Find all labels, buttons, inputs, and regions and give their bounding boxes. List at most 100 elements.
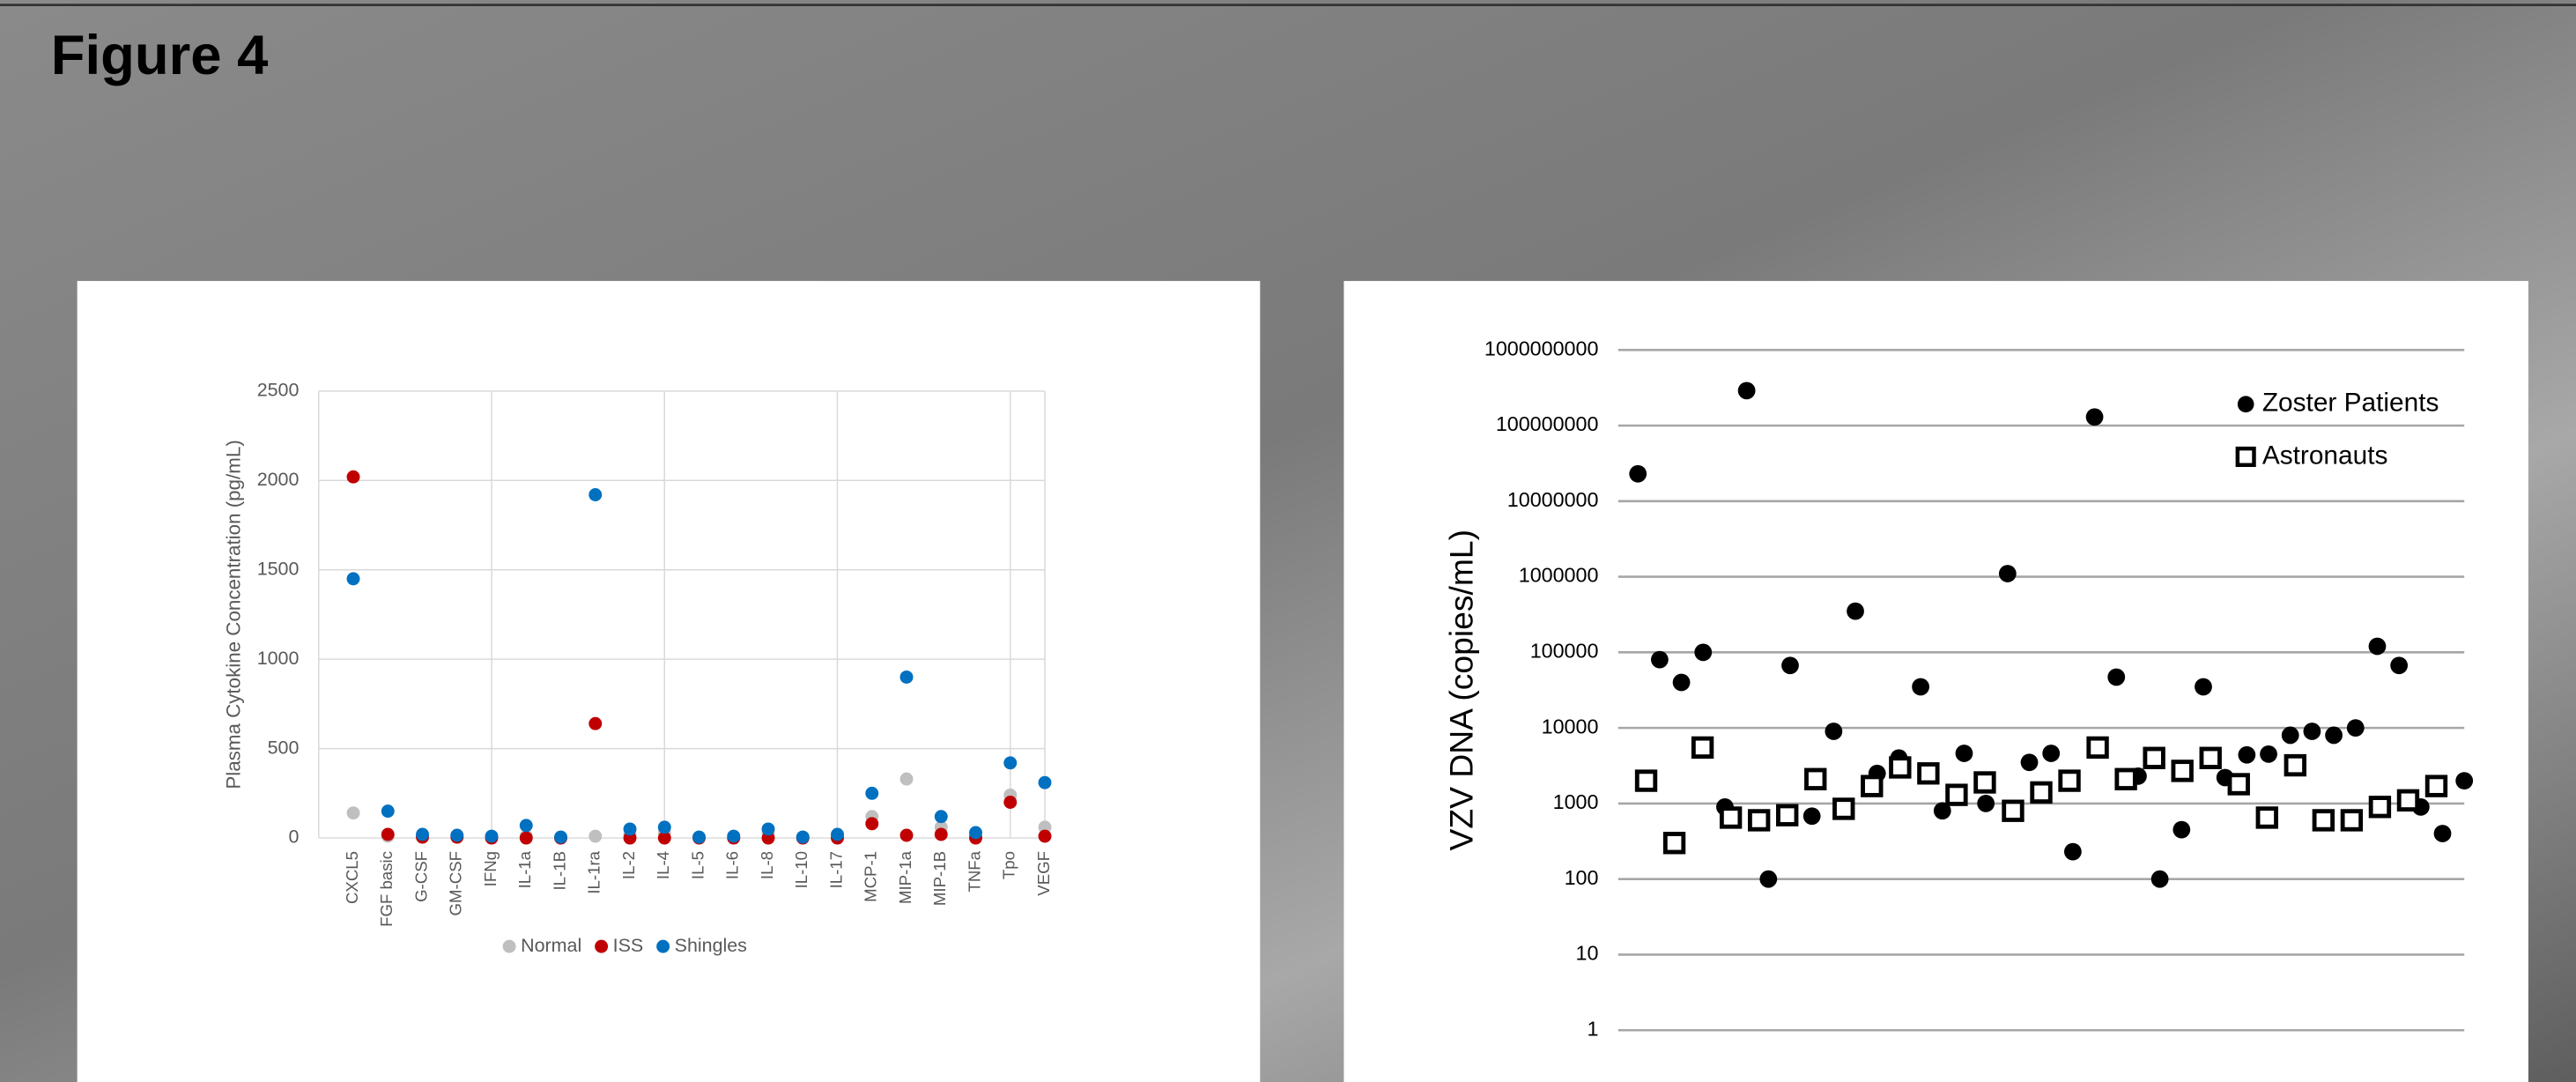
legend-label: Shingles: [675, 935, 747, 956]
data-point: [2086, 408, 2104, 426]
y-tick-label: 0: [288, 826, 299, 848]
data-point: [900, 773, 914, 786]
data-point: [2032, 783, 2051, 802]
y-tick-label: 1: [1587, 1017, 1598, 1040]
page: {"header": {"title": "Figure 4"}, "chart…: [0, 0, 2576, 1082]
data-point: [796, 831, 810, 844]
data-point: [2258, 809, 2276, 827]
data-point: [2455, 772, 2473, 789]
data-point: [762, 822, 775, 835]
data-point: [1721, 809, 1740, 827]
data-point: [2107, 669, 2125, 686]
data-point: [1039, 776, 1052, 789]
data-point: [1847, 603, 1864, 620]
data-point: [1920, 765, 1938, 783]
legend-marker: [503, 940, 516, 953]
y-tick-label: 10: [1576, 942, 1599, 965]
data-point: [1039, 830, 1052, 843]
data-point: [381, 804, 395, 818]
x-tick-label: MCP-1: [862, 851, 880, 902]
x-tick-label: IL-1a: [515, 850, 534, 888]
legend-marker: [656, 940, 670, 953]
data-point: [1759, 871, 1777, 888]
y-tick-label: 100000: [1530, 639, 1599, 662]
data-point: [450, 829, 463, 842]
data-point: [2089, 738, 2107, 757]
data-point: [900, 671, 914, 684]
panel-left: [78, 281, 1261, 1082]
data-point: [969, 826, 982, 840]
data-point: [2021, 753, 2039, 771]
data-point: [554, 831, 567, 844]
x-tick-label: VEGF: [1034, 851, 1053, 896]
data-point: [2427, 777, 2446, 796]
x-tick-label: GM-CSF: [447, 851, 465, 915]
data-point: [2260, 745, 2277, 763]
data-point: [2151, 871, 2169, 888]
data-point: [1629, 465, 1647, 483]
data-point: [2304, 723, 2321, 740]
data-point: [692, 831, 706, 844]
data-point: [1003, 756, 1017, 769]
y-tick-label: 1500: [257, 558, 300, 579]
data-point: [2343, 812, 2361, 830]
x-tick-label: IL-8: [758, 851, 776, 879]
data-point: [520, 832, 533, 845]
data-point: [2061, 772, 2079, 790]
data-point: [1693, 738, 1712, 757]
x-tick-label: IL-10: [792, 851, 811, 888]
data-point: [1738, 382, 1756, 399]
data-point: [865, 817, 878, 830]
x-tick-label: IL-5: [688, 851, 707, 879]
data-point: [2369, 638, 2387, 656]
legend-label: Normal: [521, 935, 581, 956]
data-point: [2195, 678, 2212, 696]
x-tick-label: FGF basic: [377, 851, 396, 927]
x-tick-label: G-CSF: [411, 851, 430, 902]
data-point: [935, 828, 948, 841]
data-point: [2173, 821, 2190, 839]
x-tick-label: IL-6: [723, 851, 742, 879]
y-tick-label: 100000000: [1496, 412, 1599, 435]
data-point: [1835, 800, 1854, 819]
data-point: [831, 828, 844, 841]
data-point: [658, 820, 671, 834]
data-point: [485, 830, 499, 843]
y-tick-label: 100: [1565, 866, 1599, 889]
x-tick-label: MIP-1B: [930, 851, 949, 906]
data-point: [1665, 834, 1684, 852]
data-point: [2286, 756, 2305, 774]
data-point: [2042, 745, 2060, 762]
data-point: [2064, 843, 2082, 861]
figure-title: Figure 4: [51, 25, 269, 86]
data-point: [588, 717, 602, 730]
data-point: [1891, 759, 1910, 777]
x-tick-label: IL-4: [654, 851, 672, 879]
x-tick-label: IL-2: [619, 851, 638, 879]
data-point: [2117, 770, 2136, 789]
data-point: [2371, 798, 2389, 817]
data-point: [1948, 786, 1966, 804]
x-tick-label: IL-1ra: [585, 850, 603, 893]
data-point: [2314, 812, 2333, 830]
y-axis-label: VZV DNA (copies/mL): [1442, 530, 1479, 851]
data-point: [2282, 727, 2299, 745]
y-tick-label: 1000: [257, 648, 300, 669]
y-tick-label: 2500: [257, 379, 300, 400]
data-point: [865, 787, 878, 800]
slide: Figure 4 05001000150020002500CXCL5FGF ba…: [0, 0, 2576, 1082]
data-point: [2230, 775, 2248, 794]
data-point: [1977, 795, 1995, 812]
data-point: [1825, 723, 1842, 740]
y-tick-label: 10000000: [1507, 488, 1599, 511]
x-tick-label: Tpo: [1000, 851, 1018, 879]
legend-marker: [2238, 396, 2254, 412]
data-point: [588, 488, 602, 501]
data-point: [347, 806, 360, 819]
data-point: [381, 828, 395, 841]
data-point: [1694, 643, 1712, 661]
data-point: [1976, 774, 1995, 792]
data-point: [1912, 678, 1929, 696]
data-point: [1778, 806, 1796, 825]
x-tick-label: IL-1B: [550, 851, 568, 891]
